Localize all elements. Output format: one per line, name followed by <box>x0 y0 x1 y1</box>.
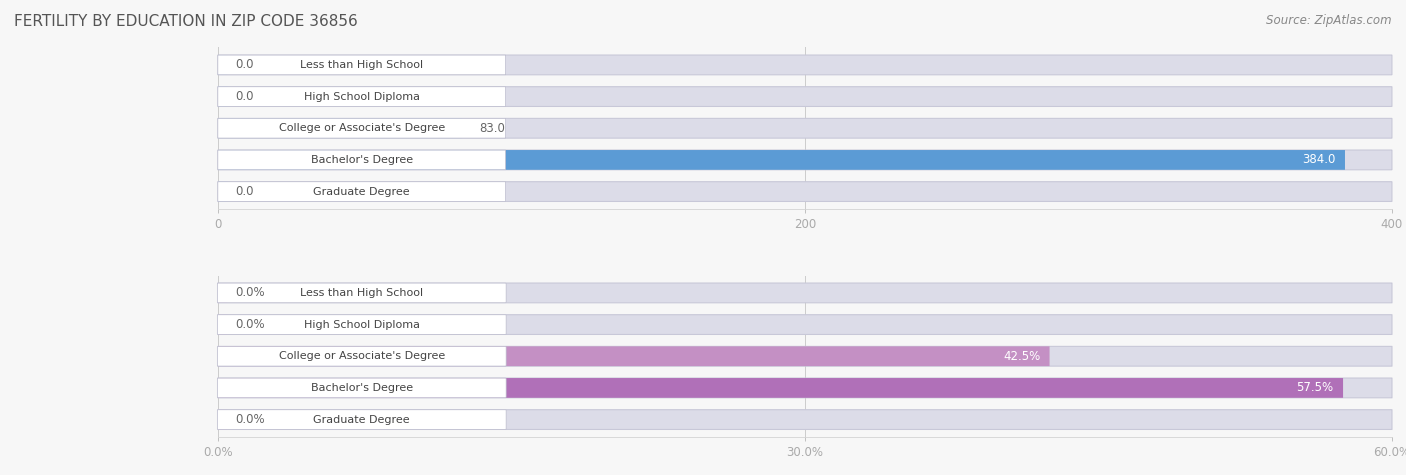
FancyBboxPatch shape <box>218 346 1392 366</box>
FancyBboxPatch shape <box>218 315 228 334</box>
FancyBboxPatch shape <box>218 150 506 170</box>
Text: FERTILITY BY EDUCATION IN ZIP CODE 36856: FERTILITY BY EDUCATION IN ZIP CODE 36856 <box>14 14 357 29</box>
Text: High School Diploma: High School Diploma <box>304 320 420 330</box>
FancyBboxPatch shape <box>218 55 506 75</box>
Text: 0.0: 0.0 <box>236 58 254 71</box>
FancyBboxPatch shape <box>218 410 1392 429</box>
FancyBboxPatch shape <box>218 283 506 303</box>
FancyBboxPatch shape <box>218 118 461 138</box>
Text: Source: ZipAtlas.com: Source: ZipAtlas.com <box>1267 14 1392 27</box>
FancyBboxPatch shape <box>218 182 1392 201</box>
FancyBboxPatch shape <box>218 315 1392 334</box>
Text: 384.0: 384.0 <box>1302 153 1336 166</box>
Text: Graduate Degree: Graduate Degree <box>314 415 411 425</box>
Text: High School Diploma: High School Diploma <box>304 92 420 102</box>
Text: College or Associate's Degree: College or Associate's Degree <box>278 123 444 133</box>
FancyBboxPatch shape <box>218 378 506 398</box>
Text: 83.0: 83.0 <box>479 122 505 135</box>
Text: 0.0%: 0.0% <box>236 286 266 299</box>
FancyBboxPatch shape <box>218 346 1049 366</box>
Text: Bachelor's Degree: Bachelor's Degree <box>311 155 413 165</box>
FancyBboxPatch shape <box>218 182 228 201</box>
Text: 0.0%: 0.0% <box>236 413 266 426</box>
Text: College or Associate's Degree: College or Associate's Degree <box>278 351 444 361</box>
FancyBboxPatch shape <box>218 346 506 366</box>
Text: Less than High School: Less than High School <box>301 288 423 298</box>
FancyBboxPatch shape <box>218 118 1392 138</box>
FancyBboxPatch shape <box>218 182 506 201</box>
Text: 42.5%: 42.5% <box>1002 350 1040 363</box>
Text: Less than High School: Less than High School <box>301 60 423 70</box>
Text: Bachelor's Degree: Bachelor's Degree <box>311 383 413 393</box>
FancyBboxPatch shape <box>218 283 1392 303</box>
Text: 0.0%: 0.0% <box>236 318 266 331</box>
FancyBboxPatch shape <box>218 410 506 429</box>
Text: 0.0: 0.0 <box>236 185 254 198</box>
FancyBboxPatch shape <box>218 378 1343 398</box>
FancyBboxPatch shape <box>218 150 1392 170</box>
Text: Graduate Degree: Graduate Degree <box>314 187 411 197</box>
Text: 0.0: 0.0 <box>236 90 254 103</box>
FancyBboxPatch shape <box>218 55 228 75</box>
FancyBboxPatch shape <box>218 410 228 429</box>
FancyBboxPatch shape <box>218 315 506 334</box>
FancyBboxPatch shape <box>218 118 506 138</box>
FancyBboxPatch shape <box>218 87 228 106</box>
FancyBboxPatch shape <box>218 378 1392 398</box>
FancyBboxPatch shape <box>218 87 506 106</box>
FancyBboxPatch shape <box>218 87 1392 106</box>
FancyBboxPatch shape <box>218 55 1392 75</box>
FancyBboxPatch shape <box>218 150 1346 170</box>
Text: 57.5%: 57.5% <box>1296 381 1334 394</box>
FancyBboxPatch shape <box>218 283 228 303</box>
